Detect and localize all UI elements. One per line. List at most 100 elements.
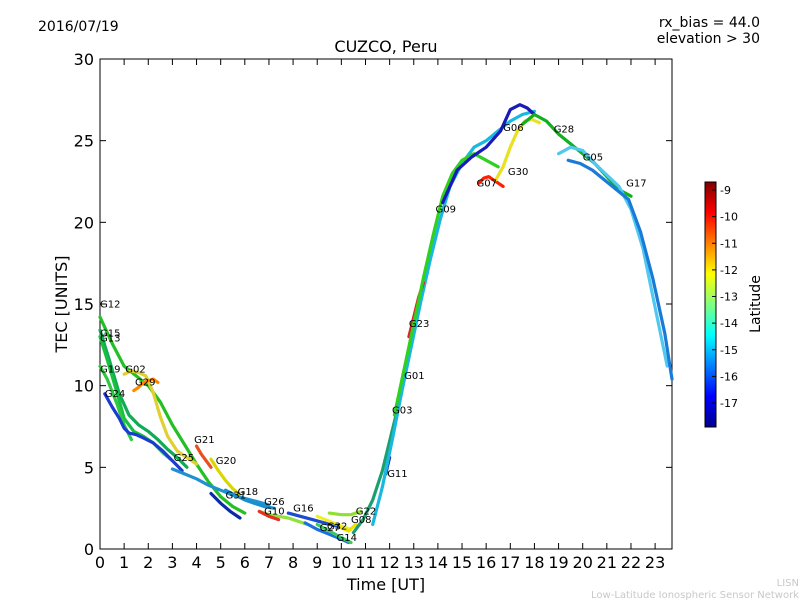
series-g05 bbox=[557, 145, 669, 368]
colorbar-label: Latitude bbox=[748, 275, 764, 333]
x-tick-label: 18 bbox=[524, 553, 544, 572]
series-g06 bbox=[441, 103, 536, 205]
sat-label-g16: G16 bbox=[293, 503, 313, 514]
x-tick-label: 22 bbox=[621, 553, 641, 572]
sat-label-g17: G17 bbox=[626, 178, 646, 189]
colorbar-tick-label: -13 bbox=[720, 291, 738, 304]
sat-label-g23: G23 bbox=[409, 319, 429, 330]
series-g24 bbox=[103, 392, 184, 473]
sat-label-g27: G27 bbox=[320, 523, 340, 534]
sat-label-g25: G25 bbox=[174, 453, 194, 464]
x-tick-label: 3 bbox=[167, 553, 177, 572]
x-tick-label: 21 bbox=[597, 553, 617, 572]
sat-label-g31: G31 bbox=[226, 490, 246, 501]
series-g09 bbox=[392, 152, 500, 417]
sat-label-g11: G11 bbox=[387, 469, 407, 480]
data-layer bbox=[98, 103, 674, 545]
series-g10 bbox=[257, 509, 281, 522]
colorbar-tick-label: -9 bbox=[720, 184, 731, 197]
colorbar-tick-label: -16 bbox=[720, 370, 738, 383]
x-tick-label: 16 bbox=[476, 553, 496, 572]
x-tick-label: 7 bbox=[264, 553, 274, 572]
series-g21 bbox=[194, 444, 213, 469]
date-label: 2016/07/19 bbox=[38, 19, 119, 35]
sat-label-g02: G02 bbox=[125, 365, 145, 376]
x-tick-label: 14 bbox=[428, 553, 448, 572]
colorbar-tick-label: -15 bbox=[720, 344, 738, 357]
sat-label-g01: G01 bbox=[404, 371, 424, 382]
elevation-label: elevation > 30 bbox=[657, 31, 760, 47]
rx-bias-label: rx_bias = 44.0 bbox=[659, 15, 760, 31]
x-tick-label: 2 bbox=[143, 553, 153, 572]
y-tick-label: 20 bbox=[74, 213, 94, 232]
sat-label-g29: G29 bbox=[135, 378, 155, 389]
x-tick-label: 8 bbox=[288, 553, 298, 572]
sat-label-g24: G24 bbox=[105, 389, 125, 400]
org-short-label: LISN bbox=[777, 578, 799, 589]
x-tick-label: 15 bbox=[452, 553, 472, 572]
colorbar-tick-label: -10 bbox=[720, 211, 738, 224]
series-g20 bbox=[209, 457, 242, 497]
series-g31 bbox=[209, 491, 242, 520]
sat-label-g14: G14 bbox=[337, 533, 357, 544]
sat-label-g15: G15 bbox=[100, 329, 120, 340]
sat-label-g03: G03 bbox=[392, 405, 412, 416]
series-g25 bbox=[170, 467, 271, 507]
x-tick-label: 6 bbox=[240, 553, 250, 572]
sat-label-g07: G07 bbox=[477, 178, 497, 189]
sat-label-g20: G20 bbox=[216, 456, 236, 467]
org-long-label: Low-Latitude Ionospheric Sensor Network bbox=[591, 590, 799, 600]
x-tick-label: 11 bbox=[355, 553, 375, 572]
x-tick-label: 17 bbox=[500, 553, 520, 572]
sat-label-g06: G06 bbox=[503, 123, 523, 134]
colorbar-tick-label: -14 bbox=[720, 317, 738, 330]
series-g08 bbox=[339, 522, 358, 533]
sat-label-g30: G30 bbox=[508, 167, 528, 178]
x-tick-label: 1 bbox=[119, 553, 129, 572]
sat-label-g19: G19 bbox=[100, 365, 120, 376]
sat-label-g10: G10 bbox=[264, 507, 284, 518]
colorbar-tick-label: -12 bbox=[720, 264, 738, 277]
x-tick-label: 13 bbox=[404, 553, 424, 572]
series-g22 bbox=[327, 509, 363, 517]
series-g29 bbox=[132, 377, 160, 393]
sat-label-g22: G22 bbox=[356, 507, 376, 518]
x-tick-label: 9 bbox=[312, 553, 322, 572]
series-g30 bbox=[494, 117, 541, 182]
series-g17 bbox=[566, 158, 674, 381]
y-tick-label: 5 bbox=[84, 458, 94, 477]
sat-label-g09: G09 bbox=[436, 205, 456, 216]
x-tick-label: 23 bbox=[645, 553, 665, 572]
axis-ticks: 0 1 2 3 4 5 6 7 8 9 10 11 12 13 14 15 16 17 18 19 20 21 22 2305… bbox=[74, 50, 672, 572]
y-tick-label: 0 bbox=[84, 540, 94, 559]
x-tick-label: 20 bbox=[573, 553, 593, 572]
colorbar bbox=[704, 181, 717, 428]
series-g02 bbox=[122, 369, 199, 466]
y-tick-label: 25 bbox=[74, 132, 94, 151]
x-tick-label: 12 bbox=[379, 553, 399, 572]
sat-label-g32: G32 bbox=[327, 521, 347, 532]
y-tick-label: 15 bbox=[74, 295, 94, 314]
y-tick-label: 10 bbox=[74, 377, 94, 396]
sat-label-g12: G12 bbox=[100, 299, 120, 310]
sat-label-g18: G18 bbox=[238, 487, 258, 498]
colorbar-tick-label: -17 bbox=[720, 397, 738, 410]
x-axis-label: Time [UT] bbox=[346, 575, 425, 594]
sat-label-g26: G26 bbox=[264, 497, 284, 508]
series-g32 bbox=[315, 514, 353, 531]
chart-title: CUZCO, Peru bbox=[334, 37, 437, 56]
colorbar-tick-label: -11 bbox=[720, 237, 738, 250]
x-tick-label: 0 bbox=[95, 553, 105, 572]
sat-label-g13: G13 bbox=[100, 334, 120, 345]
series-g18 bbox=[223, 488, 276, 510]
series-g12 bbox=[98, 315, 247, 515]
x-tick-label: 19 bbox=[548, 553, 568, 572]
colorbar-ticks: -9 -10 -11 -12 -13 -14 -15 -16 -17 bbox=[712, 184, 738, 410]
y-tick-label: 30 bbox=[74, 50, 94, 69]
series-g15 bbox=[98, 328, 189, 469]
sat-label-g05: G05 bbox=[583, 152, 603, 163]
sat-label-g28: G28 bbox=[554, 125, 574, 136]
series-g07 bbox=[477, 175, 505, 188]
